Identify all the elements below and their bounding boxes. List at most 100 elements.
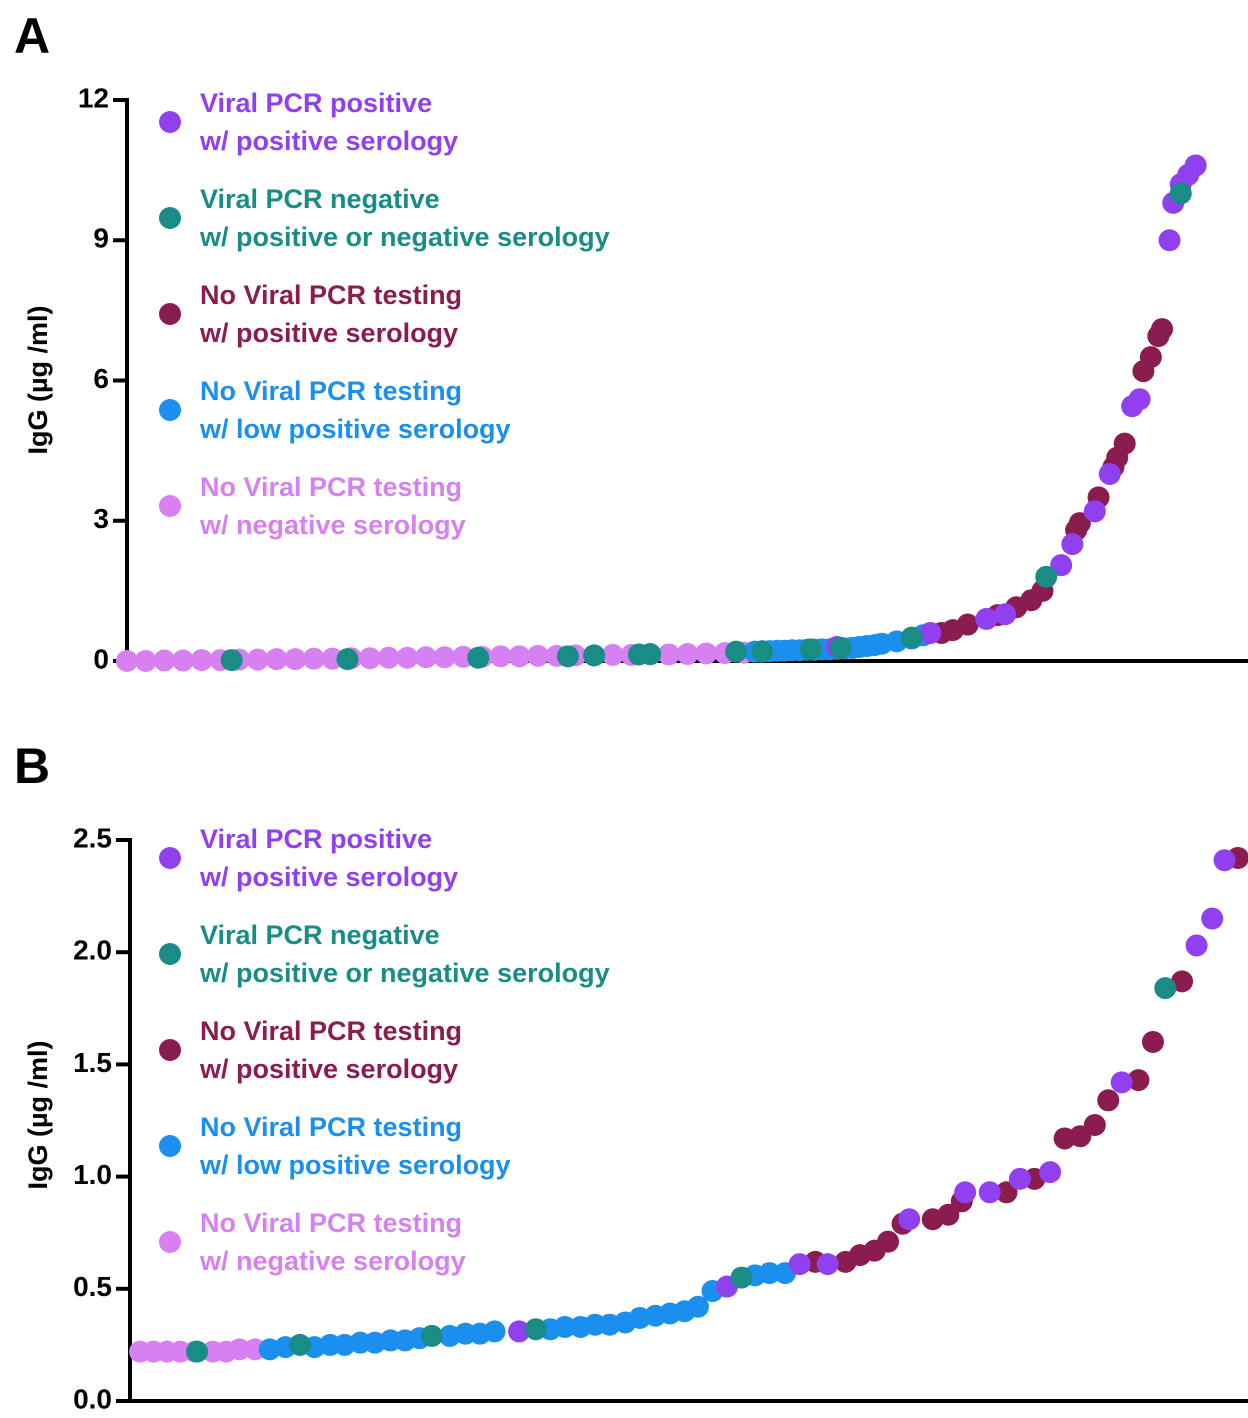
legend-marker xyxy=(159,1135,181,1157)
data-point xyxy=(1110,1071,1133,1094)
data-point xyxy=(758,1262,781,1285)
data-point xyxy=(627,643,650,666)
data-point xyxy=(527,644,550,667)
data-point xyxy=(751,640,774,663)
y-tick-label: 12 xyxy=(78,82,109,113)
data-point xyxy=(1008,1167,1031,1190)
data-point xyxy=(995,1181,1018,1204)
data-point xyxy=(414,646,437,669)
data-point xyxy=(336,648,359,671)
data-point xyxy=(695,642,718,665)
y-tick-label: 0 xyxy=(93,643,109,674)
data-point xyxy=(1083,1113,1106,1136)
data-point xyxy=(900,626,923,649)
data-point xyxy=(1083,500,1106,523)
panel-label: A xyxy=(14,8,50,64)
data-point xyxy=(483,1320,506,1343)
data-point xyxy=(489,645,512,668)
y-tick-label: 6 xyxy=(93,363,109,394)
data-point xyxy=(288,1333,311,1356)
data-point xyxy=(134,650,157,672)
legend-label: Viral PCR negative w/ positive or negati… xyxy=(200,920,610,988)
legend-marker xyxy=(159,303,181,325)
y-tick-label: 3 xyxy=(93,503,109,534)
data-point xyxy=(1213,849,1236,872)
data-point xyxy=(937,1203,960,1226)
data-point xyxy=(877,1230,900,1253)
data-point xyxy=(556,645,579,668)
y-tick-label: 1.0 xyxy=(73,1159,112,1190)
data-point xyxy=(829,636,852,659)
data-point xyxy=(433,646,456,669)
data-point xyxy=(919,621,942,644)
panel-label: B xyxy=(14,738,50,794)
legend-label: No Viral PCR testing w/ positive serolog… xyxy=(200,1016,463,1084)
data-point xyxy=(420,1324,443,1347)
legend-marker xyxy=(159,207,181,229)
data-point xyxy=(220,649,243,672)
data-point xyxy=(1171,970,1194,993)
data-point xyxy=(686,1295,709,1318)
legend-label: No Viral PCR testing w/ low positive ser… xyxy=(200,376,511,444)
legend-label: No Viral PCR testing w/ negative serolog… xyxy=(200,472,466,540)
data-point xyxy=(228,1338,251,1361)
data-point xyxy=(657,643,680,666)
data-point xyxy=(1154,977,1177,1000)
data-point xyxy=(975,607,998,630)
data-point xyxy=(302,647,325,670)
data-point xyxy=(396,646,419,669)
legend-marker xyxy=(159,943,181,965)
legend-marker xyxy=(159,495,181,517)
y-axis-label: IgG (µg /ml) xyxy=(23,1040,53,1189)
data-point xyxy=(583,644,606,667)
data-point xyxy=(954,1181,977,1204)
data-point xyxy=(358,647,381,670)
legend-marker xyxy=(159,847,181,869)
legend-marker xyxy=(159,1231,181,1253)
y-axis-label: IgG (µg /ml) xyxy=(23,305,53,454)
data-point xyxy=(246,648,269,671)
data-point xyxy=(508,645,531,668)
data-point xyxy=(676,642,699,665)
data-point xyxy=(1158,229,1181,252)
data-point xyxy=(799,638,822,661)
data-point xyxy=(1201,907,1224,930)
data-point xyxy=(898,1208,921,1231)
data-point xyxy=(788,1253,811,1276)
data-point xyxy=(186,1340,209,1363)
legend-label: No Viral PCR testing w/ negative serolog… xyxy=(200,1208,466,1276)
data-point xyxy=(1097,1089,1120,1112)
legend-label: Viral PCR positive w/ positive serology xyxy=(200,824,459,892)
data-point xyxy=(1098,463,1121,485)
legend-marker xyxy=(159,1039,181,1061)
legend-label: No Viral PCR testing w/ low positive ser… xyxy=(200,1112,511,1180)
data-point xyxy=(1127,1069,1150,1092)
data-point xyxy=(172,649,195,672)
data-point xyxy=(153,649,176,672)
data-point xyxy=(1061,533,1084,556)
y-tick-label: 0.0 xyxy=(73,1383,112,1414)
legend-label: Viral PCR negative w/ positive or negati… xyxy=(200,184,610,252)
data-point xyxy=(190,649,213,672)
data-point xyxy=(1039,1161,1062,1184)
data-point xyxy=(601,643,624,666)
data-point xyxy=(467,646,490,669)
data-point xyxy=(1132,360,1155,383)
legend-marker xyxy=(159,399,181,421)
data-point xyxy=(377,646,400,669)
data-point xyxy=(116,650,138,672)
data-point xyxy=(978,1181,1001,1204)
data-point xyxy=(816,1253,839,1276)
y-tick-label: 9 xyxy=(93,223,109,254)
data-point xyxy=(994,603,1017,626)
data-point xyxy=(508,1320,531,1343)
y-tick-label: 1.5 xyxy=(73,1047,112,1078)
legend-label: Viral PCR positive w/ positive serology xyxy=(200,88,459,156)
data-point xyxy=(524,1318,547,1341)
legend-marker xyxy=(159,111,181,133)
data-point xyxy=(1169,182,1192,205)
data-point xyxy=(1050,554,1073,577)
data-point xyxy=(1121,395,1144,418)
